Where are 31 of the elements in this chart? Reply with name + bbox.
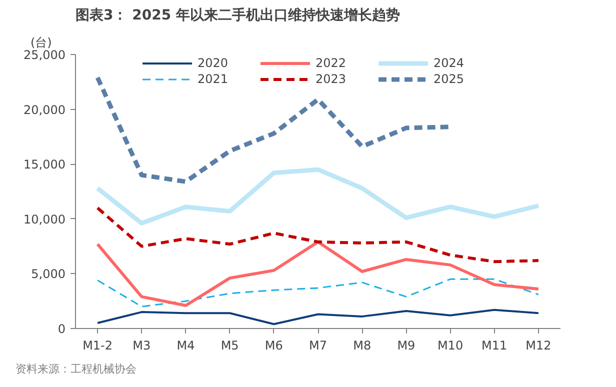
- y-tick-label: 15,000: [24, 158, 66, 172]
- line-series: [96, 278, 540, 308]
- legend-label: 2022: [316, 56, 348, 70]
- line-series: [96, 206, 540, 264]
- y-tick-label: 20,000: [24, 102, 66, 117]
- x-tick-label: M1-2: [82, 338, 113, 352]
- x-tick-label: M10: [437, 338, 464, 352]
- x-tick-label: M9: [397, 338, 416, 352]
- chart-title: 图表3： 2025 年以来二手机出口维持快速增长趋势: [76, 6, 400, 24]
- x-tick-label: M11: [482, 338, 508, 352]
- x-tick-label: M6: [264, 338, 283, 352]
- line-series: [95, 167, 541, 226]
- y-tick-label: 5,000: [31, 267, 66, 282]
- line-series: [96, 308, 540, 326]
- legend-label: 2021: [198, 72, 230, 86]
- x-tick-label: M12: [526, 338, 552, 352]
- x-tick-label: M5: [220, 338, 239, 352]
- y-tick-label: 10,000: [24, 212, 66, 226]
- text: 资料来源：工程机械协会: [16, 362, 136, 376]
- x-tick-label: M8: [353, 338, 372, 352]
- y-tick-label: 0: [58, 322, 66, 336]
- x-tick-label: M3: [132, 338, 151, 352]
- legend-label: 2024: [434, 56, 466, 70]
- y-tick-label: 25,000: [24, 48, 66, 62]
- line-series: [96, 240, 540, 307]
- legend-label: 2023: [316, 72, 348, 86]
- legend-label: 2025: [434, 72, 466, 86]
- x-tick-label: M4: [176, 338, 195, 352]
- x-tick-label: M7: [309, 338, 328, 352]
- y-axis-title: (台): [30, 36, 52, 50]
- legend-label: 2020: [198, 56, 230, 70]
